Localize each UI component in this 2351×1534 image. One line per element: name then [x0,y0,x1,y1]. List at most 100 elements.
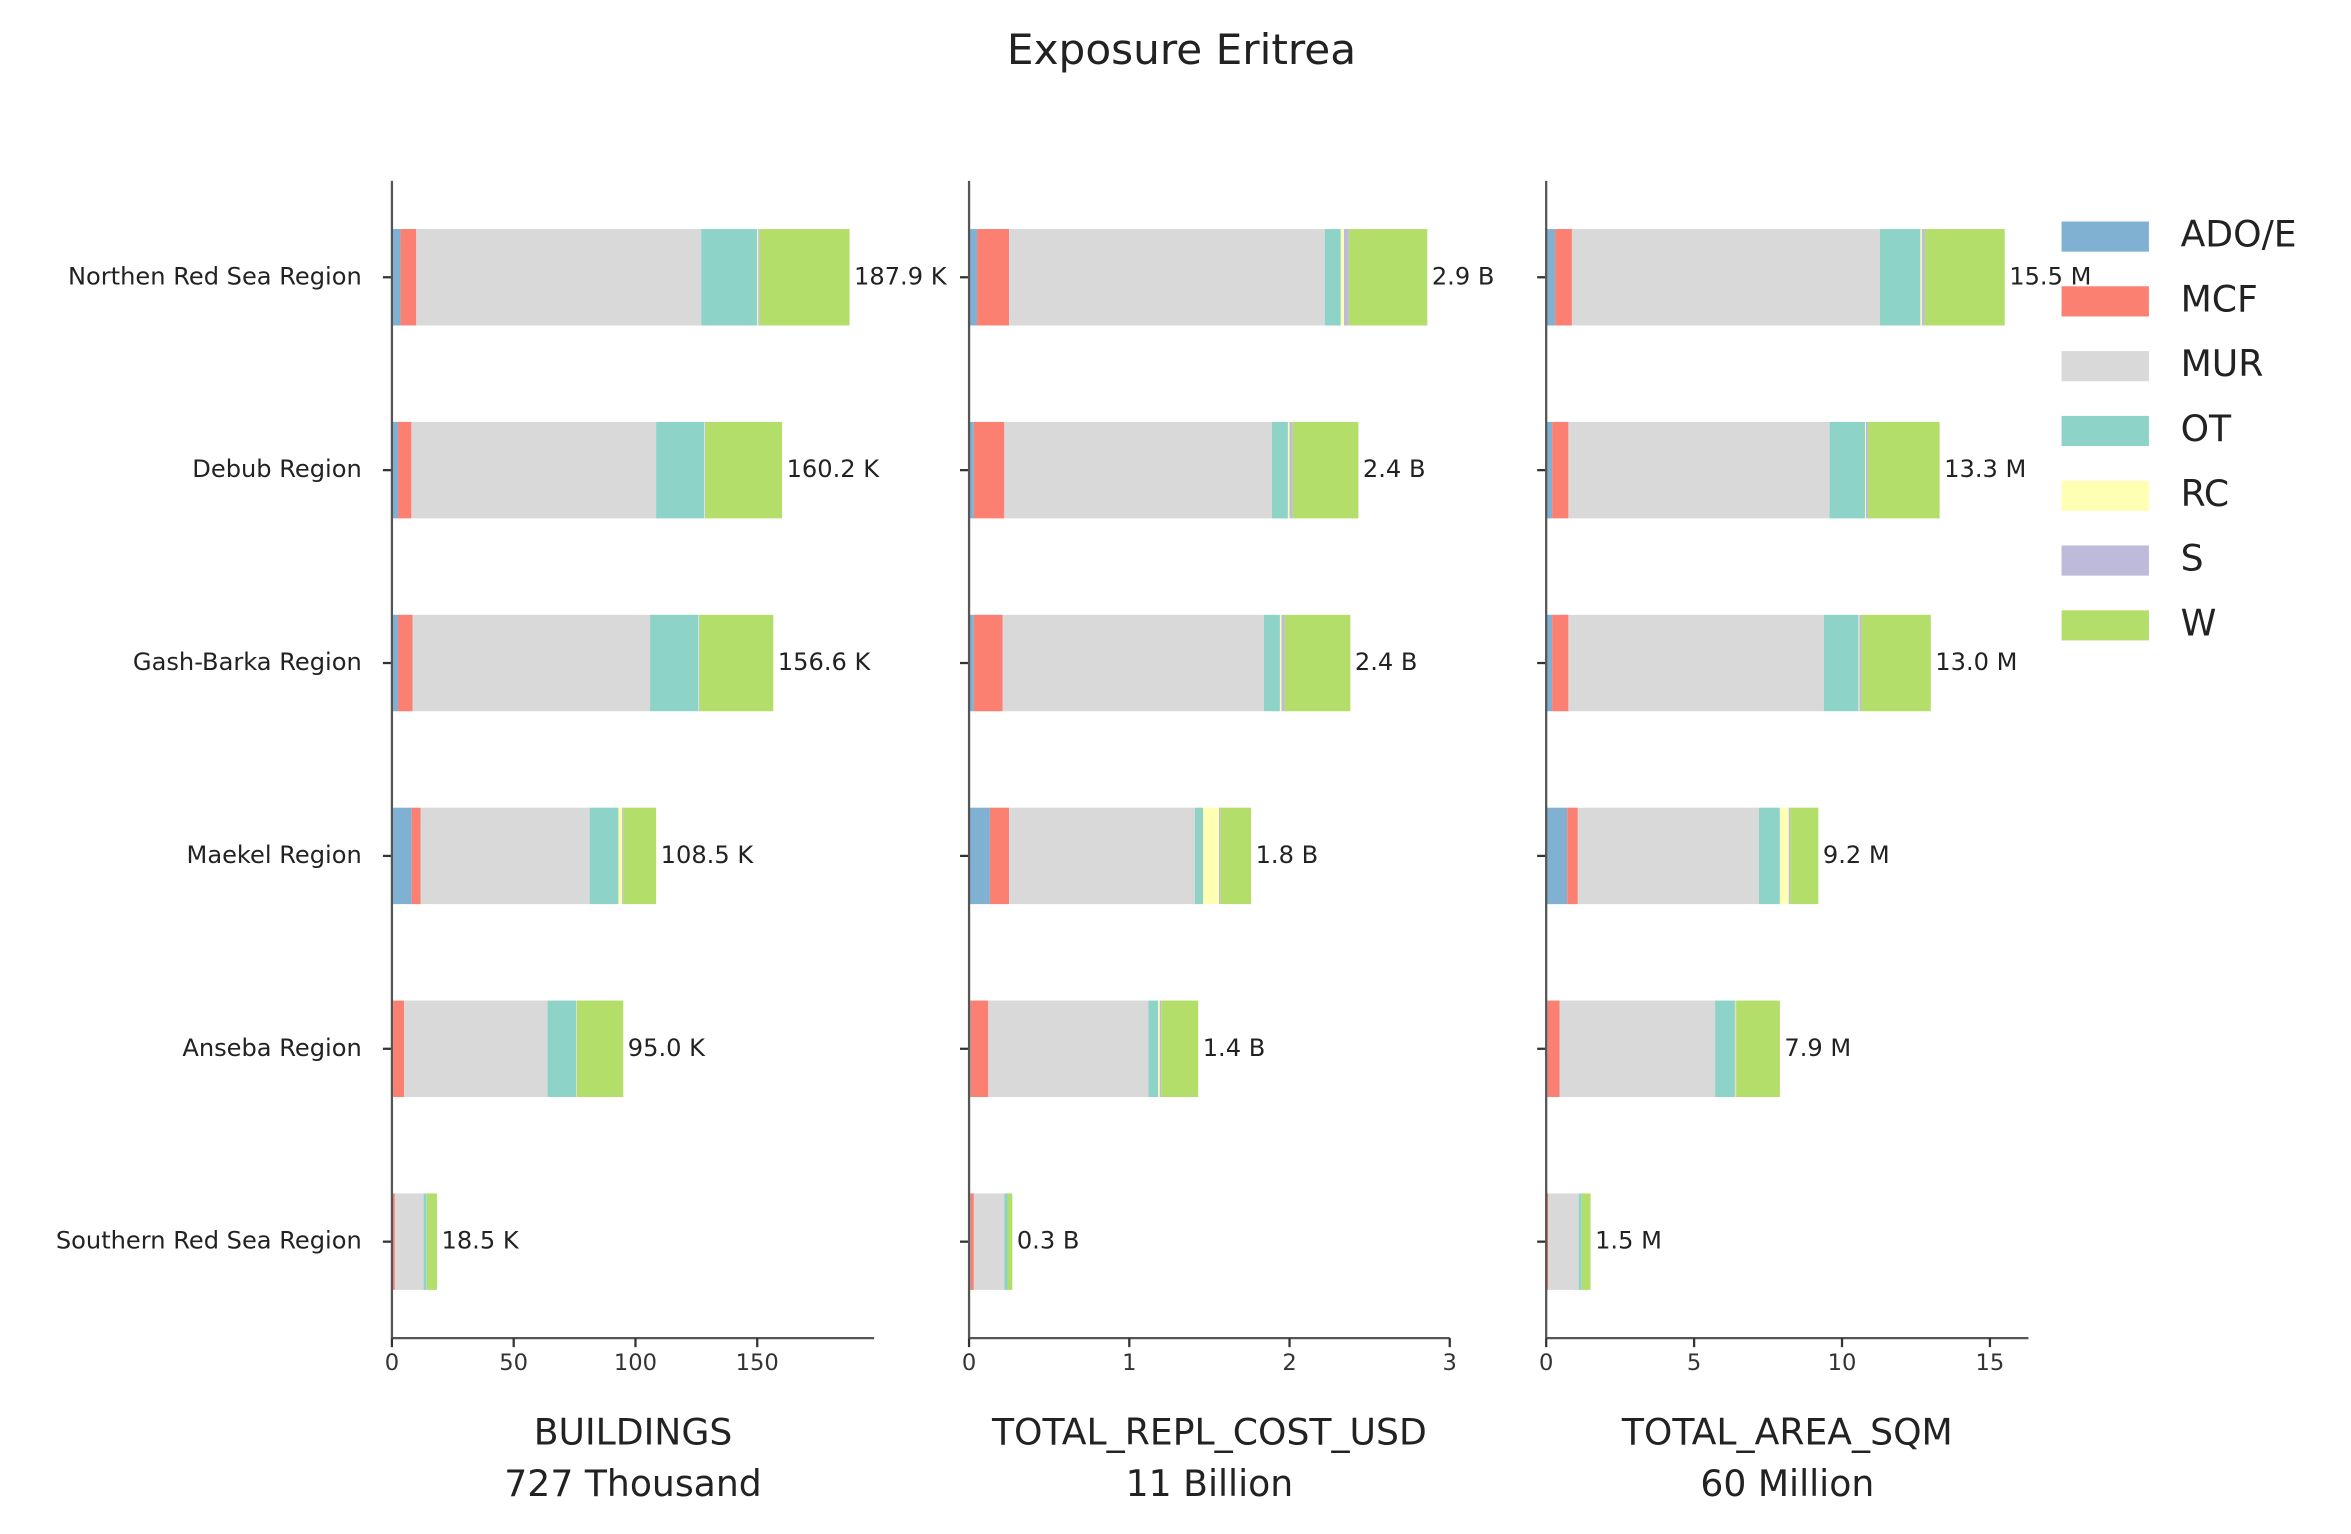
bar-segment [1581,1193,1591,1290]
bar-segment [1148,1000,1159,1098]
bar-segment [416,229,702,326]
bar-segment [1281,614,1285,712]
bar-segment [1292,421,1359,519]
chart-title: Exposure Eritrea [1007,25,1356,74]
bar-segment [1547,1000,1560,1098]
bar-segment [547,1000,577,1098]
bar-segment [1004,421,1272,519]
total-label: 7.9 M [1784,1034,1851,1062]
bar-segment [1548,1193,1579,1290]
legend-label: MUR [2181,342,2264,385]
legend-swatch [2061,610,2149,641]
bar-segment [1829,421,1866,519]
x-axis-total: 727 Thousand [504,1462,761,1505]
bar-segment [1715,1000,1735,1098]
bar-segment [411,421,657,519]
bar-segment [973,614,1003,712]
bar-segment [398,421,412,519]
total-label: 15.5 M [2009,262,2091,290]
y-tick-label: Debub Region [192,455,361,483]
legend-label: MCF [2181,277,2258,320]
bar-segment [656,421,705,519]
bar-segment [404,1000,548,1098]
legend-swatch [2061,480,2149,511]
bar-segment [1324,229,1341,326]
legend-label: OT [2181,407,2232,450]
bar-segment [699,614,774,712]
total-label: 18.5 K [441,1227,519,1255]
bar-segment [391,614,399,712]
bar-segment [1571,229,1880,326]
bar-segment [423,1193,427,1290]
x-tick-label: 0 [1539,1350,1553,1376]
bar-segment [1568,614,1824,712]
x-tick-label: 15 [1976,1350,2005,1376]
bar-segment [1734,1000,1736,1098]
bar-segment [618,807,623,905]
x-tick-label: 0 [385,1350,399,1376]
x-axis-total: 60 Million [1700,1462,1874,1505]
x-tick-label: 150 [736,1350,779,1376]
bar-segment [1159,1000,1162,1098]
bar-segment [1546,807,1568,905]
bar-segment [1779,807,1789,905]
total-label: 187.9 K [854,262,948,290]
bar-segment [969,614,974,712]
bar-segment [400,229,417,326]
total-label: 1.4 B [1203,1034,1266,1062]
total-label: 1.8 B [1256,841,1319,869]
bar-segment [1823,614,1859,712]
bar-segment [398,614,413,712]
bar-segment [1546,614,1553,712]
bar-segment [1559,1000,1716,1098]
bar-segment [1758,807,1780,905]
bar-segment [1861,614,1931,712]
bar-segment [969,807,990,905]
legend-swatch [2061,221,2149,252]
bar-segment [970,1193,974,1290]
bar-segment [623,807,657,905]
y-tick-label: Maekel Region [187,841,362,869]
bar-segment [1865,421,1869,519]
total-label: 0.3 B [1017,1227,1080,1255]
bar-segment [589,807,619,905]
bar-segment [1790,807,1819,905]
bar-segment [391,807,412,905]
total-label: 108.5 K [661,841,755,869]
bar-segment [412,614,651,712]
bar-segment [704,421,706,519]
x-tick-label: 1 [1122,1350,1136,1376]
x-axis-total: 11 Billion [1126,1462,1294,1505]
legend-swatch [2061,545,2149,576]
bar-segment [420,807,590,905]
bar-segment [1348,229,1428,326]
bar-segment [1289,421,1293,519]
bar-segment [391,229,401,326]
y-tick-label: Gash-Barka Region [133,648,362,676]
bar-segment [759,229,850,326]
bar-segment [758,229,760,326]
x-tick-label: 3 [1443,1350,1457,1376]
bar-segment [411,807,421,905]
bar-segment [705,421,783,519]
bar-segment [1284,614,1351,712]
bar-segment [1865,421,1866,519]
total-label: 2.9 B [1432,262,1495,290]
total-label: 2.4 B [1363,455,1426,483]
bar-segment [1735,1000,1737,1098]
y-tick-label: Anseba Region [182,1034,361,1062]
bar-segment [969,421,974,519]
bar-segment [394,1193,424,1290]
bar-segment [1002,614,1264,712]
bar-segment [1194,807,1203,905]
bar-segment [1202,807,1220,905]
bar-segment [1736,1000,1780,1098]
bar-segment [701,229,758,326]
bar-segment [1009,807,1195,905]
bar-segment [1859,614,1862,712]
bar-segment [1220,807,1252,905]
bar-segment [1263,614,1280,712]
x-tick-label: 5 [1687,1350,1701,1376]
bar-segment [1921,229,1925,326]
